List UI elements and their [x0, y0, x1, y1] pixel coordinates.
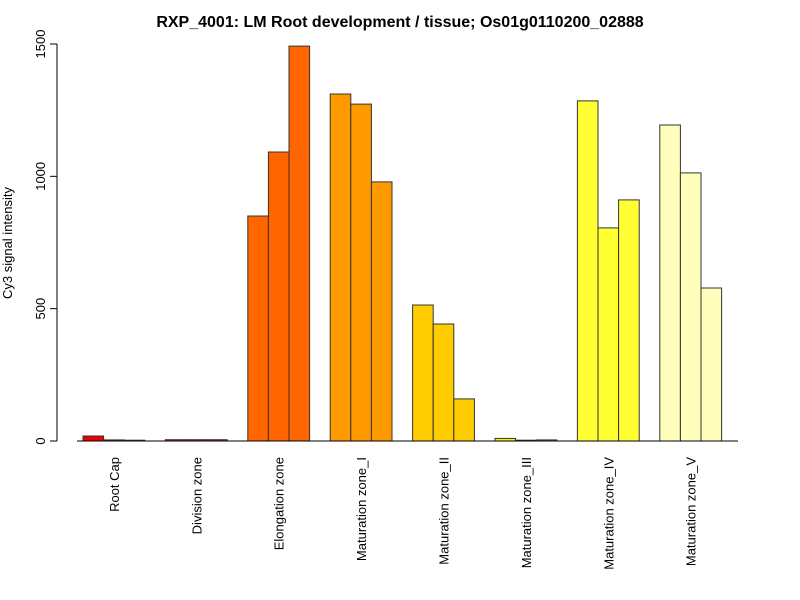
- x-tick-label: Elongation zone: [272, 457, 287, 550]
- bar-maturation-zone-i-rep1: [329, 93, 352, 442]
- bar-maturation-zone-i-rep3: [370, 181, 393, 442]
- bar-maturation-zone-iv-rep3: [618, 199, 640, 442]
- bars-group: [82, 45, 723, 442]
- y-tick-label: 1500: [33, 30, 48, 59]
- bar-maturation-zone-v-rep1: [659, 124, 681, 442]
- chart-title: RXP_4001: LM Root development / tissue; …: [156, 14, 643, 31]
- bar-maturation-zone-ii-rep3: [453, 398, 475, 442]
- bar-elongation-zone-rep2: [267, 151, 290, 442]
- x-tick-label: Root Cap: [107, 457, 122, 512]
- bar-maturation-zone-ii-rep2: [432, 323, 455, 442]
- bar-maturation-zone-i-rep2: [350, 103, 372, 442]
- bar-maturation-zone-iv-rep1: [576, 100, 599, 442]
- bar-elongation-zone-rep1: [247, 215, 269, 442]
- bar-root-cap-rep1: [82, 435, 105, 442]
- y-tick-label: 0: [33, 437, 48, 444]
- bar-maturation-zone-iv-rep2: [597, 227, 620, 442]
- x-tick-label: Maturation zone_V: [684, 457, 699, 566]
- y-axis-label: Cy3 signal intensity: [0, 187, 15, 299]
- x-tick-label: Maturation zone_IV: [601, 457, 616, 570]
- bar-maturation-zone-ii-rep1: [412, 304, 434, 442]
- y-tick-label: 500: [33, 298, 48, 320]
- bar-maturation-zone-v-rep2: [679, 172, 702, 442]
- x-tick-label: Division zone: [189, 457, 204, 534]
- x-tick-label: Maturation zone_I: [354, 457, 369, 561]
- y-tick-label: 1000: [33, 162, 48, 191]
- bar-elongation-zone-rep3: [288, 45, 311, 442]
- bar-maturation-zone-v-rep3: [700, 287, 723, 442]
- x-tick-labels: Root Cap Division zone Elongation zone Matu…: [107, 457, 699, 570]
- x-tick-label: Maturation zone_III: [519, 457, 534, 568]
- x-tick-label: Maturation zone_II: [437, 457, 452, 565]
- y-axis: 0 500 1000 1500: [33, 30, 58, 445]
